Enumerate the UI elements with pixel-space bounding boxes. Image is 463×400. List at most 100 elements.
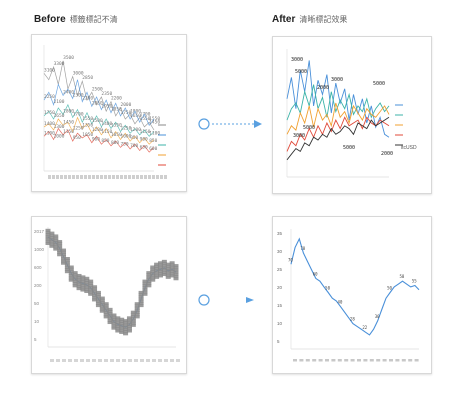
point-label: 28 [350, 317, 355, 322]
data-marker [95, 299, 101, 303]
data-marker [72, 271, 78, 275]
point-label: 1700 [73, 111, 84, 117]
after-single-chart: 70 78 60 50 40 28 22 30 50 58 55 35 30 25 20 15 10 5 [277, 229, 420, 362]
annotation-label: 5000 [373, 81, 385, 87]
point-label: 1250 [73, 126, 84, 132]
data-marker [173, 268, 179, 272]
arrow-head-icon [254, 120, 262, 128]
data-marker [84, 283, 90, 287]
tick-label-blob [88, 175, 91, 179]
data-marker [130, 317, 136, 321]
data-marker [126, 327, 132, 331]
data-marker [111, 313, 117, 317]
data-marker [169, 263, 175, 267]
data-marker [169, 272, 175, 276]
point-label: 850 [149, 138, 157, 144]
legend-label: ltcUSD [401, 145, 417, 151]
tick-label-blob [156, 175, 159, 179]
data-marker [49, 242, 55, 246]
data-marker [138, 301, 144, 305]
data-marker [103, 302, 109, 306]
tick-label-blob [68, 175, 71, 179]
data-marker [53, 234, 59, 238]
tick-label-blob [132, 175, 135, 179]
data-marker [45, 233, 51, 237]
annotation-label: 2000 [381, 151, 393, 157]
data-marker [142, 286, 148, 290]
before-single-chart: 2017 1000 600 200 50 10 5 [34, 227, 180, 362]
data-marker [119, 326, 125, 330]
data-marker [126, 325, 132, 329]
point-label: 1050 [82, 132, 93, 138]
tick-label-blob [136, 175, 139, 179]
data-marker [95, 297, 101, 301]
data-marker [103, 315, 109, 319]
data-marker [130, 310, 136, 314]
data-marker [154, 271, 160, 275]
data-marker [154, 267, 160, 271]
x-tick-blob [363, 359, 368, 362]
data-marker [61, 255, 67, 259]
y-tick-label: 35 [277, 231, 283, 236]
transform-arrow-bottom [198, 294, 254, 306]
point-label: 3300 [54, 61, 65, 67]
data-marker [146, 282, 152, 286]
x-tick-blob [134, 359, 138, 362]
data-marker [142, 288, 148, 292]
tick-label-blob [84, 175, 87, 179]
data-marker [150, 267, 156, 271]
before-label: Before 標籤標記不清 [34, 14, 118, 25]
data-marker [80, 281, 86, 285]
x-tick-blob [350, 359, 355, 362]
after-multi-chart: 300050003000200050005000300050002000ltcU… [286, 49, 417, 178]
data-marker [57, 253, 63, 257]
data-marker [53, 236, 59, 240]
data-marker [169, 274, 175, 278]
before-label-text: Before [34, 14, 66, 25]
y-tick-label: 30 [277, 249, 283, 254]
point-label: 1000 [121, 134, 132, 140]
data-marker [53, 247, 59, 251]
y-tick-label: 15 [277, 303, 283, 308]
point-label: 1350 [111, 122, 122, 128]
data-marker [95, 293, 101, 297]
x-tick-blob [389, 359, 393, 362]
point-label: 58 [399, 274, 404, 279]
data-marker [115, 318, 121, 322]
x-tick-blob [176, 359, 180, 362]
tick-label-blob [124, 175, 127, 179]
data-marker [134, 313, 140, 317]
point-label: 1650 [54, 113, 65, 119]
data-marker [154, 264, 160, 268]
data-marker [76, 278, 82, 282]
data-marker [134, 304, 140, 308]
data-marker [123, 323, 129, 327]
annotation-label: 3000 [291, 57, 303, 63]
data-marker [146, 284, 152, 288]
data-marker [68, 269, 74, 273]
data-marker [119, 328, 125, 332]
data-marker [103, 313, 109, 317]
data-marker [161, 270, 167, 274]
data-marker [92, 294, 98, 298]
data-marker [53, 245, 59, 249]
data-marker [107, 312, 113, 316]
data-marker [157, 263, 163, 267]
annotation-label: 5000 [343, 145, 355, 151]
data-marker [134, 310, 140, 314]
point-label: 900 [92, 137, 100, 143]
point-label: 600 [149, 146, 157, 152]
after-multi-panel: 3000 5000 3000 2000 5000 5000 3000 5000 2000 ltcU… [272, 36, 432, 194]
data-marker [161, 259, 167, 263]
data-marker [157, 270, 163, 274]
point-label: 2400 [63, 89, 74, 95]
tick-label-blob [56, 175, 59, 179]
data-marker [138, 299, 144, 303]
x-tick-blob [128, 359, 132, 362]
data-marker [119, 319, 125, 323]
series-line-0 [286, 60, 390, 138]
x-tick-blob [86, 359, 90, 362]
data-marker [161, 273, 167, 277]
data-marker [111, 326, 117, 330]
tick-label-blob [108, 175, 111, 179]
